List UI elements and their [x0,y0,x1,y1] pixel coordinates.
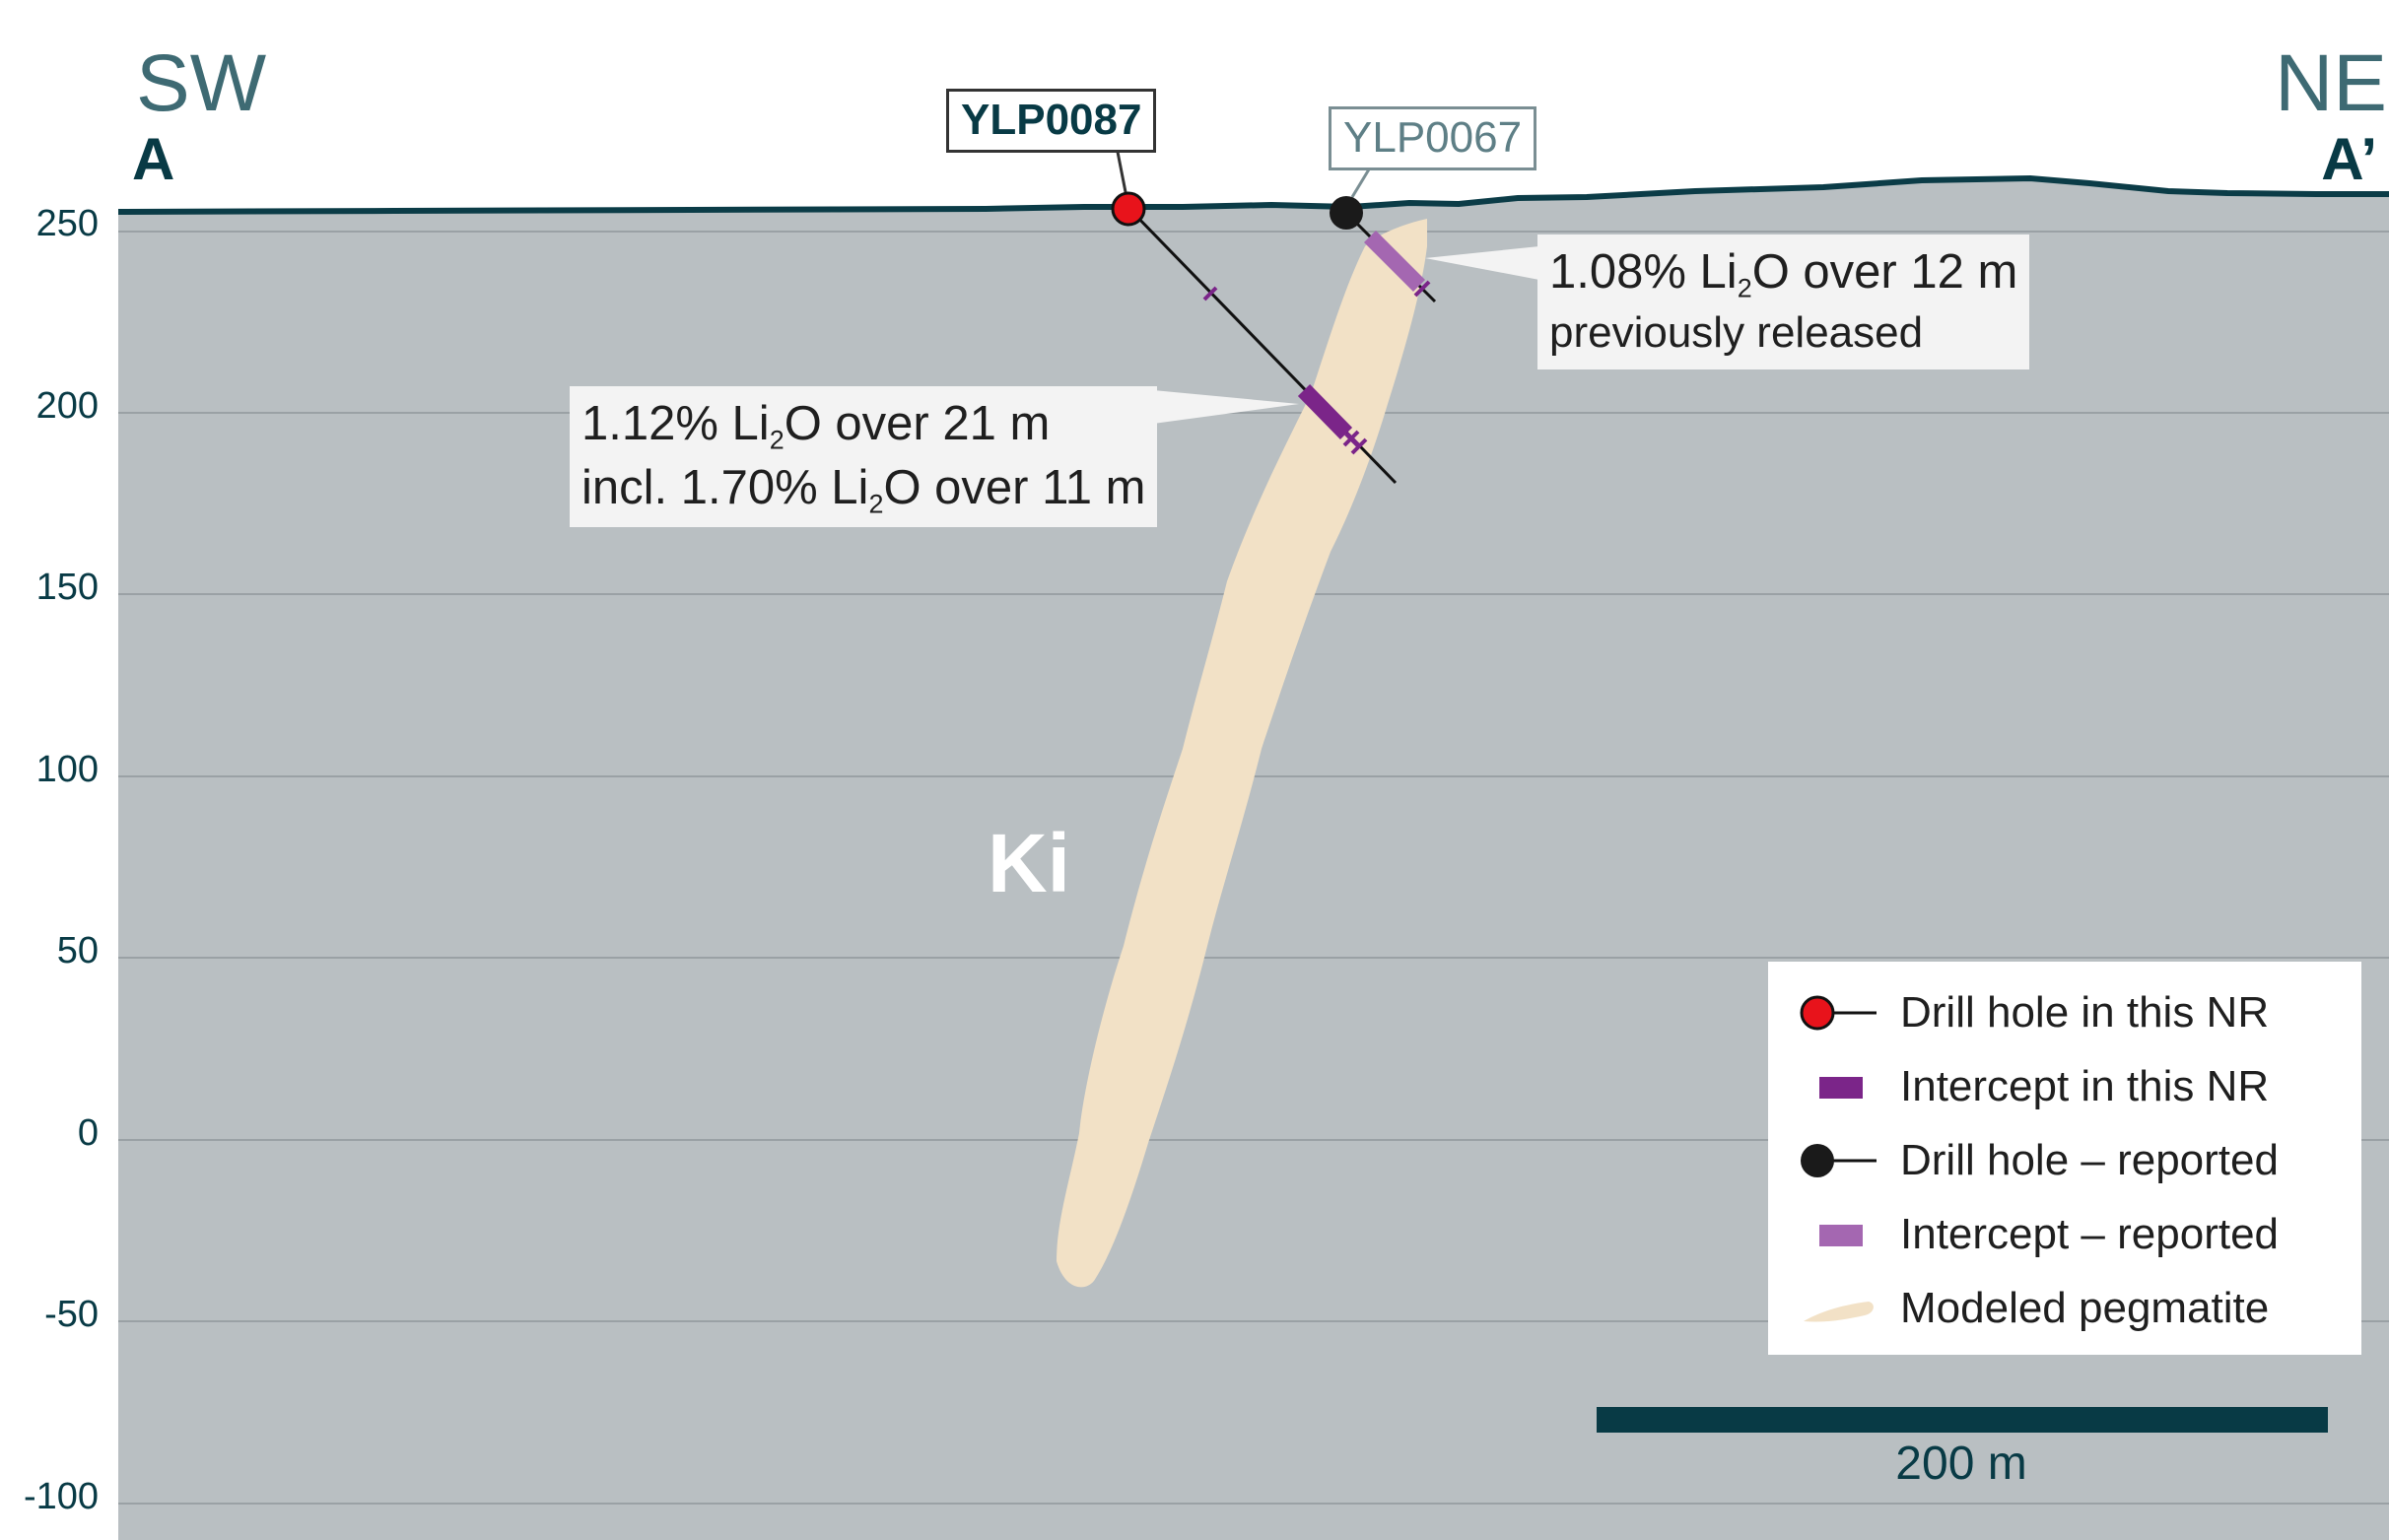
intercept-mark-upper [1202,286,1218,301]
legend: Drill hole in this NR Intercept in this … [1768,962,2361,1355]
legend-item-intercept-new: Intercept in this NR [1788,1049,2342,1123]
scale-bar-label: 200 m [1895,1438,2027,1490]
dark-purple-bar-icon [1819,1076,1863,1099]
intercept-tick-2 [1350,437,1368,455]
intercept-bar-ylp0067 [1363,230,1426,293]
section-point-a: A [132,126,175,192]
elev-tick-0: 0 [77,1112,99,1154]
legend-item-intercept-reported: Intercept – reported [1788,1197,2342,1271]
collar-ylp0087 [1111,191,1146,227]
elev-tick-50: 50 [56,930,99,971]
black-collar-line-icon [1801,1143,1877,1177]
red-collar-line-icon [1800,995,1877,1030]
assay-annotation-ylp0067: 1.08% Li2O over 12 m previously released [1537,234,2030,369]
legend-label: Modeled pegmatite [1900,1283,2270,1332]
hole-label-ylp0087: YLP0087 [946,89,1157,153]
legend-label: Intercept in this NR [1900,1061,2270,1110]
elev-tick-150: 150 [35,567,99,608]
intercept-tick-ylp0067 [1413,280,1431,298]
direction-ne: NE [2275,38,2387,128]
elev-tick-250: 250 [35,203,99,244]
modeled-pegmatite-body [1057,219,1427,1288]
legend-label: Drill hole – reported [1900,1135,2279,1184]
assay-annotation-ylp0087: 1.12% Li2O over 21 m incl. 1.70% Li2O ov… [570,386,1158,528]
pegmatite-shape-icon [1804,1301,1874,1322]
topographic-surface [117,174,2389,215]
elev-tick-200: 200 [35,385,99,427]
assay-line-1: 1.08% Li2O over 12 m [1549,245,2018,303]
annotation-pointer-main [1153,390,1299,424]
annotation-pointer-prev [1425,246,1539,280]
assay-line-2: previously released [1549,307,1924,357]
hole-label-ylp0067: YLP0067 [1329,106,1537,170]
legend-label: Drill hole in this NR [1900,987,2270,1037]
legend-item-pegmatite: Modeled pegmatite [1788,1271,2342,1345]
scale-bar [1597,1407,2328,1433]
collar-ylp0067 [1330,196,1363,230]
legend-item-drill-hole-new: Drill hole in this NR [1788,975,2342,1049]
intercept-bar-ylp0087 [1297,384,1353,439]
assay-line-2: incl. 1.70% Li2O over 11 m [581,460,1146,519]
elev-tick-m100: -100 [23,1476,99,1517]
rock-unit-label: Ki [988,817,1070,909]
legend-label: Intercept – reported [1900,1209,2280,1258]
section-point-a-prime: A’ [2321,126,2377,192]
assay-line-1: 1.12% Li2O over 21 m [581,397,1051,455]
legend-item-drill-hole-reported: Drill hole – reported [1788,1123,2342,1197]
direction-sw: SW [136,38,267,128]
light-purple-bar-icon [1819,1224,1863,1246]
elev-tick-m50: -50 [44,1294,99,1335]
elev-tick-100: 100 [35,749,99,790]
intercept-tick-1 [1342,430,1360,447]
